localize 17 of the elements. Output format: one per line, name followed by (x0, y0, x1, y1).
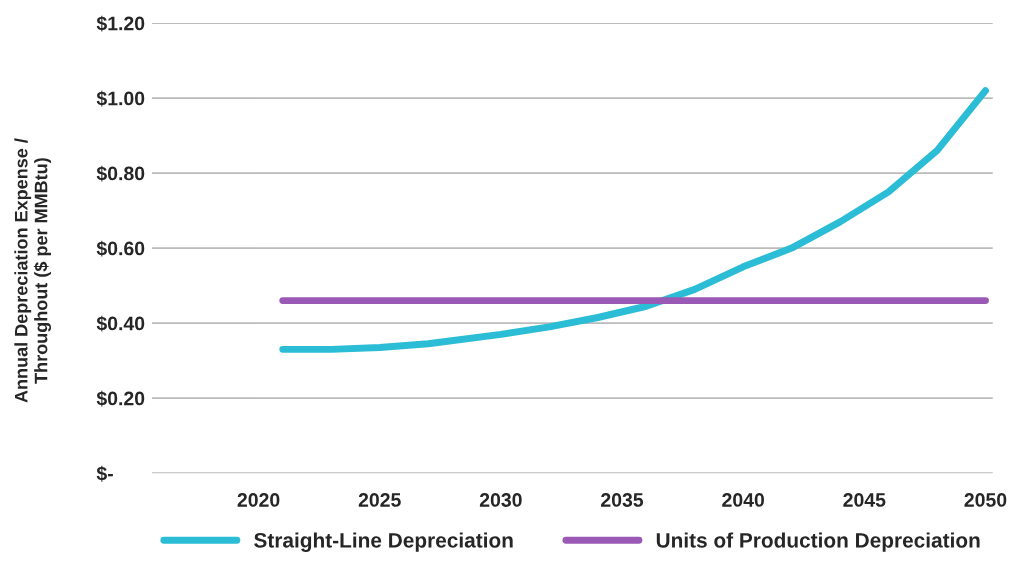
x-tick-label: 2040 (722, 493, 764, 507)
x-tick-label: 2035 (601, 493, 644, 507)
x-tick-label: 2045 (843, 493, 886, 507)
y-tick-label: $0.40 (96, 315, 145, 332)
x-tick-label: 2050 (964, 493, 1007, 507)
legend-label: Straight-Line Depreciation (254, 532, 513, 552)
y-tick-label: $0.20 (96, 390, 145, 407)
y-tick-label: $1.20 (96, 15, 145, 32)
x-tick-label: 2030 (479, 493, 522, 507)
y-axis-title: Annual Depreciation Expense / Throughout ($ per MMBtu) (14, 138, 52, 403)
y-tick-label: $0.60 (96, 240, 145, 257)
y-tick-label: $1.00 (96, 90, 145, 107)
legend-label: Units of Production Depreciation (656, 532, 980, 552)
x-tick-label: 2020 (237, 493, 280, 507)
x-tick-label: 2025 (358, 493, 401, 507)
y-tick-label: $- (96, 465, 113, 482)
y-tick-label: $0.80 (96, 165, 145, 182)
